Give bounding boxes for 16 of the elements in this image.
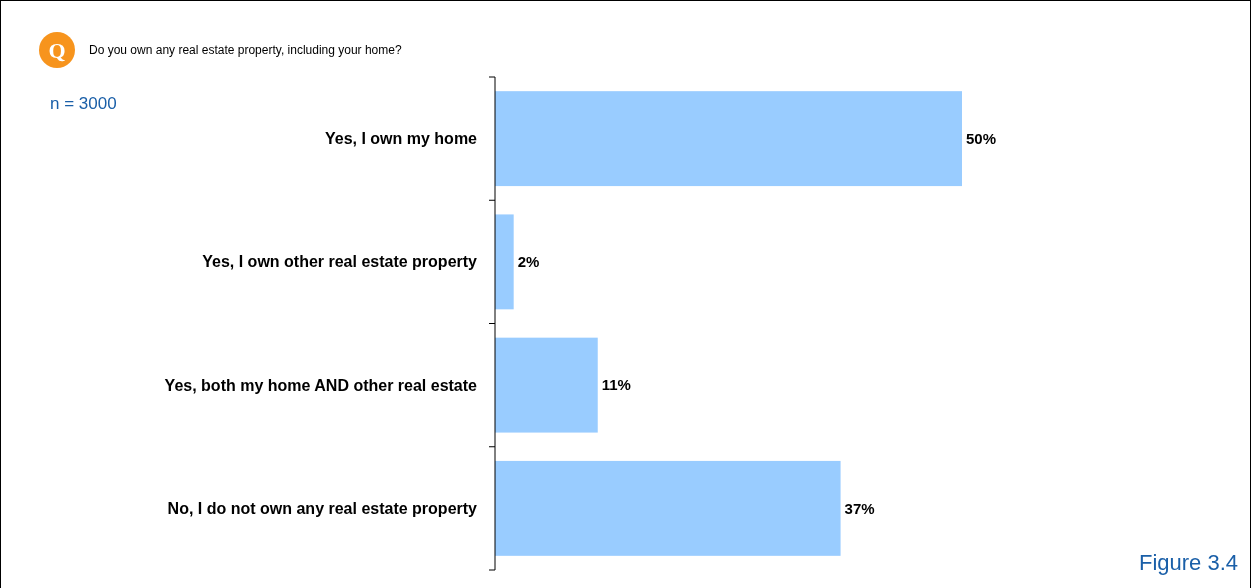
bar xyxy=(495,214,514,310)
bar xyxy=(495,337,598,433)
bar xyxy=(495,91,962,187)
bar xyxy=(495,460,841,556)
y-tick-label: Yes, I own my home xyxy=(324,130,478,148)
data-label: 37% xyxy=(844,499,875,517)
data-label: 2% xyxy=(517,253,540,271)
data-label: 11% xyxy=(601,376,631,394)
data-label: 50% xyxy=(966,129,997,147)
y-tick-label: Yes, I own other real estate property xyxy=(202,253,478,271)
caption: Figure 3.4 xyxy=(1138,549,1238,575)
text: Do you own any real estate property, including your home? xyxy=(89,43,402,58)
y-tick-label: Yes, both my home AND other real estate xyxy=(164,376,478,394)
text: Q xyxy=(48,37,66,63)
text: n = 3000 xyxy=(50,93,117,113)
y-tick-label: No, I do not own any real estate property xyxy=(167,499,478,517)
